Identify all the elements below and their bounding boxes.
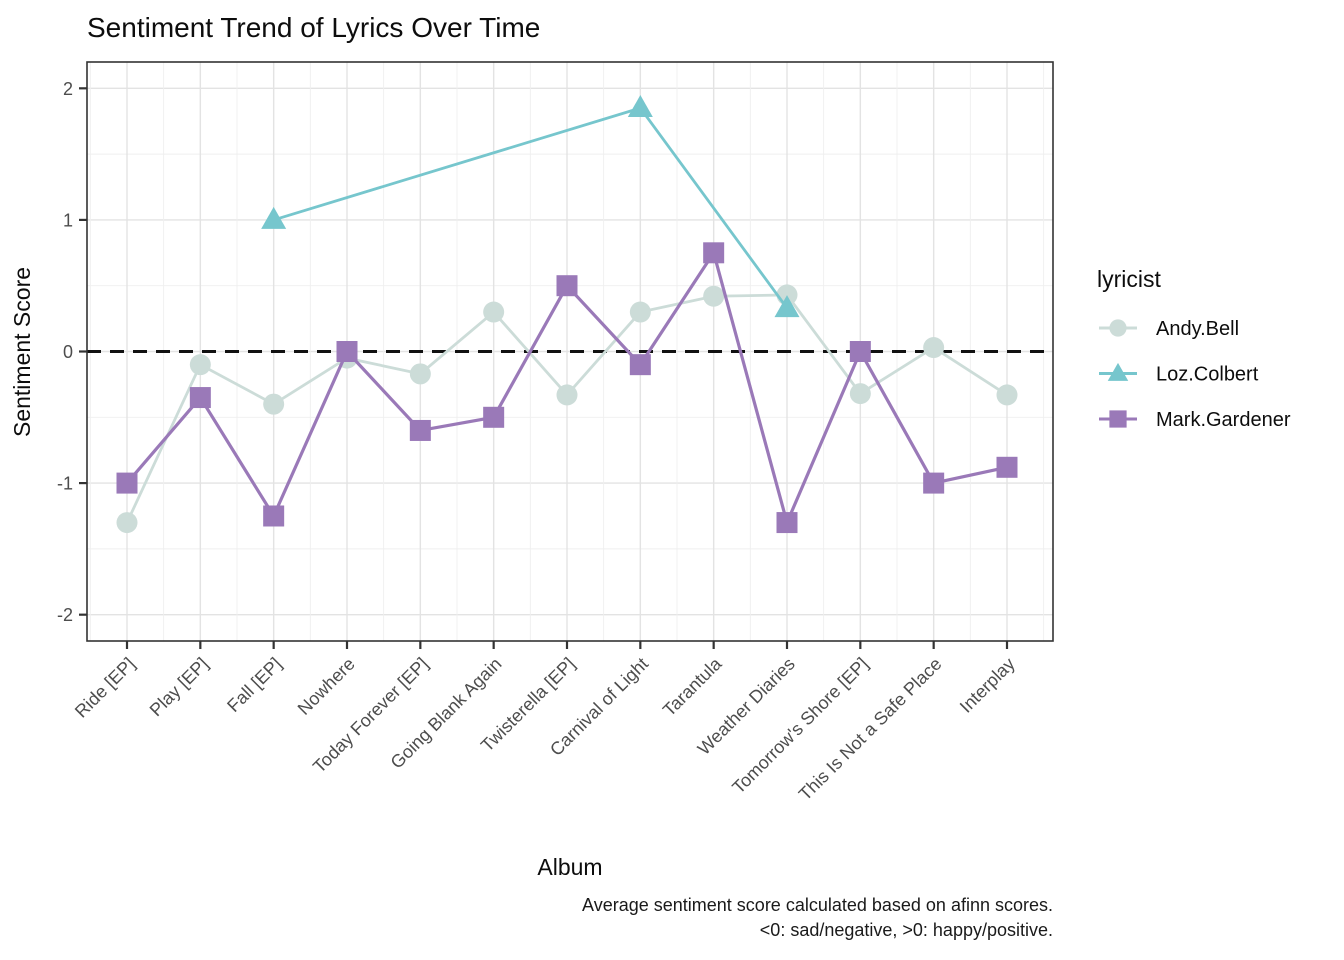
legend-item-loz-colbert: Loz.Colbert bbox=[1099, 362, 1259, 386]
marker-circle-andy-bell bbox=[923, 337, 945, 359]
marker-triangle-loz-colbert bbox=[774, 295, 800, 318]
marker-circle-andy-bell bbox=[556, 384, 578, 406]
legend-item-andy-bell: Andy.Bell bbox=[1099, 318, 1239, 340]
marker-square-mark-gardener bbox=[776, 512, 798, 534]
marker-circle-andy-bell bbox=[189, 354, 211, 376]
legend-circle-icon bbox=[1109, 319, 1127, 337]
y-tick-label: -2 bbox=[57, 605, 73, 625]
marker-circle-andy-bell bbox=[483, 301, 505, 323]
caption-line-1: Average sentiment score calculated based… bbox=[582, 895, 1053, 915]
series-layer bbox=[116, 95, 1018, 534]
series-loz-colbert bbox=[261, 95, 800, 318]
x-axis-title: Album bbox=[537, 854, 602, 880]
marker-circle-andy-bell bbox=[629, 301, 651, 323]
marker-triangle-loz-colbert bbox=[261, 206, 287, 229]
x-tick-label: Fall [EP] bbox=[223, 654, 285, 716]
legend-triangle-icon bbox=[1107, 362, 1129, 381]
caption-line-2: <0: sad/negative, >0: happy/positive. bbox=[760, 920, 1053, 940]
x-tick-label: Tarantula bbox=[659, 653, 726, 720]
marker-circle-andy-bell bbox=[263, 393, 285, 415]
axis-layer: -2 -1 0 1 2 Ride [EP] Play [EP] Fall [EP] Nowher… bbox=[57, 61, 1054, 805]
marker-square-mark-gardener bbox=[189, 387, 211, 409]
marker-triangle-loz-colbert bbox=[627, 95, 653, 118]
series-mark-gardener bbox=[116, 242, 1018, 534]
x-tick-label: This Is Not a Safe Place bbox=[795, 654, 946, 805]
marker-circle-andy-bell bbox=[996, 384, 1018, 406]
legend-label-mark-gardener: Mark.Gardener bbox=[1156, 409, 1291, 431]
legend-label-loz-colbert: Loz.Colbert bbox=[1156, 364, 1259, 386]
legend-item-mark-gardener: Mark.Gardener bbox=[1099, 409, 1291, 431]
marker-square-mark-gardener bbox=[483, 406, 505, 428]
marker-square-mark-gardener bbox=[263, 505, 285, 527]
marker-square-mark-gardener bbox=[996, 456, 1018, 478]
y-tick-label: 1 bbox=[63, 210, 73, 230]
marker-circle-andy-bell bbox=[703, 285, 725, 307]
marker-square-mark-gardener bbox=[923, 472, 945, 494]
x-tick-label: Interplay bbox=[956, 654, 1019, 717]
marker-square-mark-gardener bbox=[849, 341, 871, 362]
y-axis-title: Sentiment Score bbox=[9, 267, 35, 437]
marker-square-mark-gardener bbox=[556, 275, 578, 297]
series-andy-bell bbox=[116, 284, 1018, 534]
chart-title: Sentiment Trend of Lyrics Over Time bbox=[87, 12, 540, 43]
x-tick-label: Ride [EP] bbox=[71, 654, 139, 722]
legend-label-andy-bell: Andy.Bell bbox=[1156, 318, 1239, 340]
marker-square-mark-gardener bbox=[336, 341, 358, 362]
marker-square-mark-gardener bbox=[703, 242, 725, 264]
marker-square-mark-gardener bbox=[409, 419, 431, 441]
legend-layer: Andy.Bell Loz.Colbert Mark.Gardener bbox=[1099, 318, 1291, 431]
marker-square-mark-gardener bbox=[629, 354, 651, 376]
x-tick-label: Nowhere bbox=[294, 654, 359, 719]
marker-circle-andy-bell bbox=[849, 383, 871, 405]
y-tick-label: 0 bbox=[63, 342, 73, 362]
legend-title: lyricist bbox=[1097, 266, 1161, 292]
y-tick-label: 2 bbox=[63, 79, 73, 99]
marker-circle-andy-bell bbox=[116, 512, 138, 534]
x-tick-label: Tomorrow's Shore [EP] bbox=[728, 654, 872, 798]
x-tick-label: Play [EP] bbox=[146, 654, 212, 720]
marker-circle-andy-bell bbox=[409, 363, 431, 385]
marker-square-mark-gardener bbox=[116, 472, 138, 494]
legend-square-icon bbox=[1109, 410, 1127, 428]
y-tick-label: -1 bbox=[57, 474, 73, 494]
